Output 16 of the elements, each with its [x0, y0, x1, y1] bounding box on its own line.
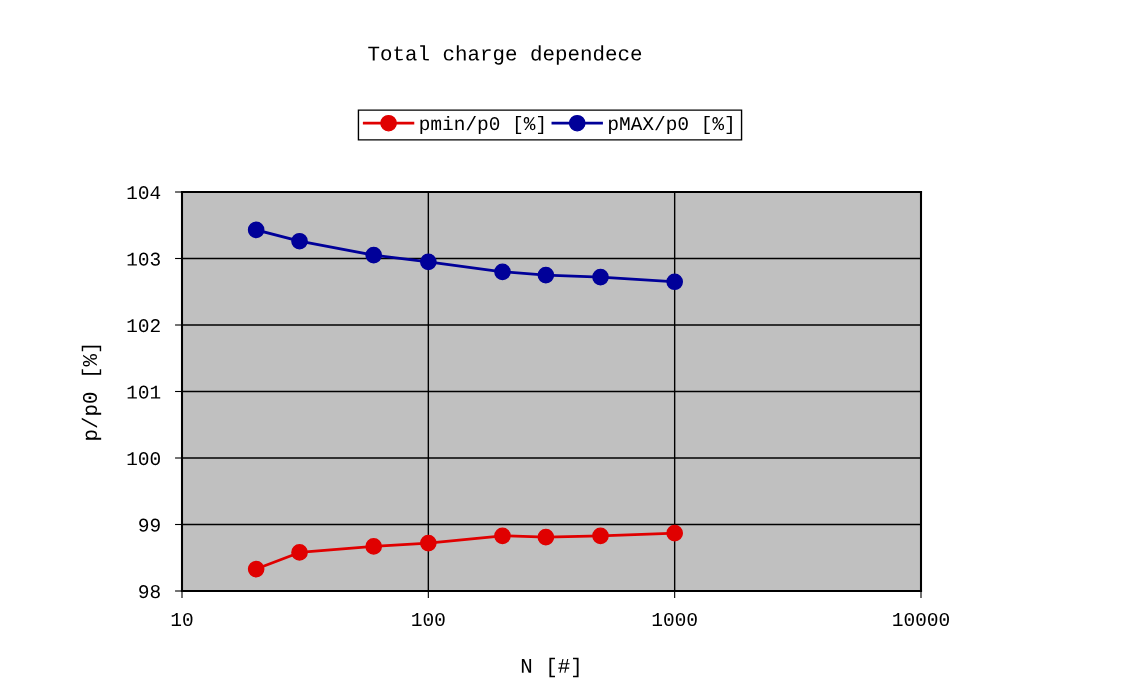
y-tick-label: 99 — [139, 518, 160, 532]
y-tick-label: 103 — [127, 252, 160, 266]
x-tick-label: 1000 — [652, 612, 697, 627]
y-tick-label: 100 — [127, 452, 160, 466]
x-axis-title: N [#] — [521, 657, 579, 678]
y-tick-label: 102 — [127, 319, 160, 333]
y-axis-title: p/p0 [%] — [81, 345, 102, 440]
y-tick-label: 101 — [127, 385, 161, 399]
legend-label: pmin/p0 [%] — [420, 115, 544, 135]
x-tick-label: 10 — [171, 612, 193, 627]
x-tick-label: 100 — [412, 612, 445, 627]
y-tick-label: 98 — [139, 585, 160, 599]
x-tick-label: 10000 — [893, 612, 949, 627]
chart-title: Total charge dependece — [368, 45, 642, 65]
legend-label: pMAX/p0 [%] — [609, 115, 732, 135]
y-tick-label: 104 — [127, 186, 161, 200]
